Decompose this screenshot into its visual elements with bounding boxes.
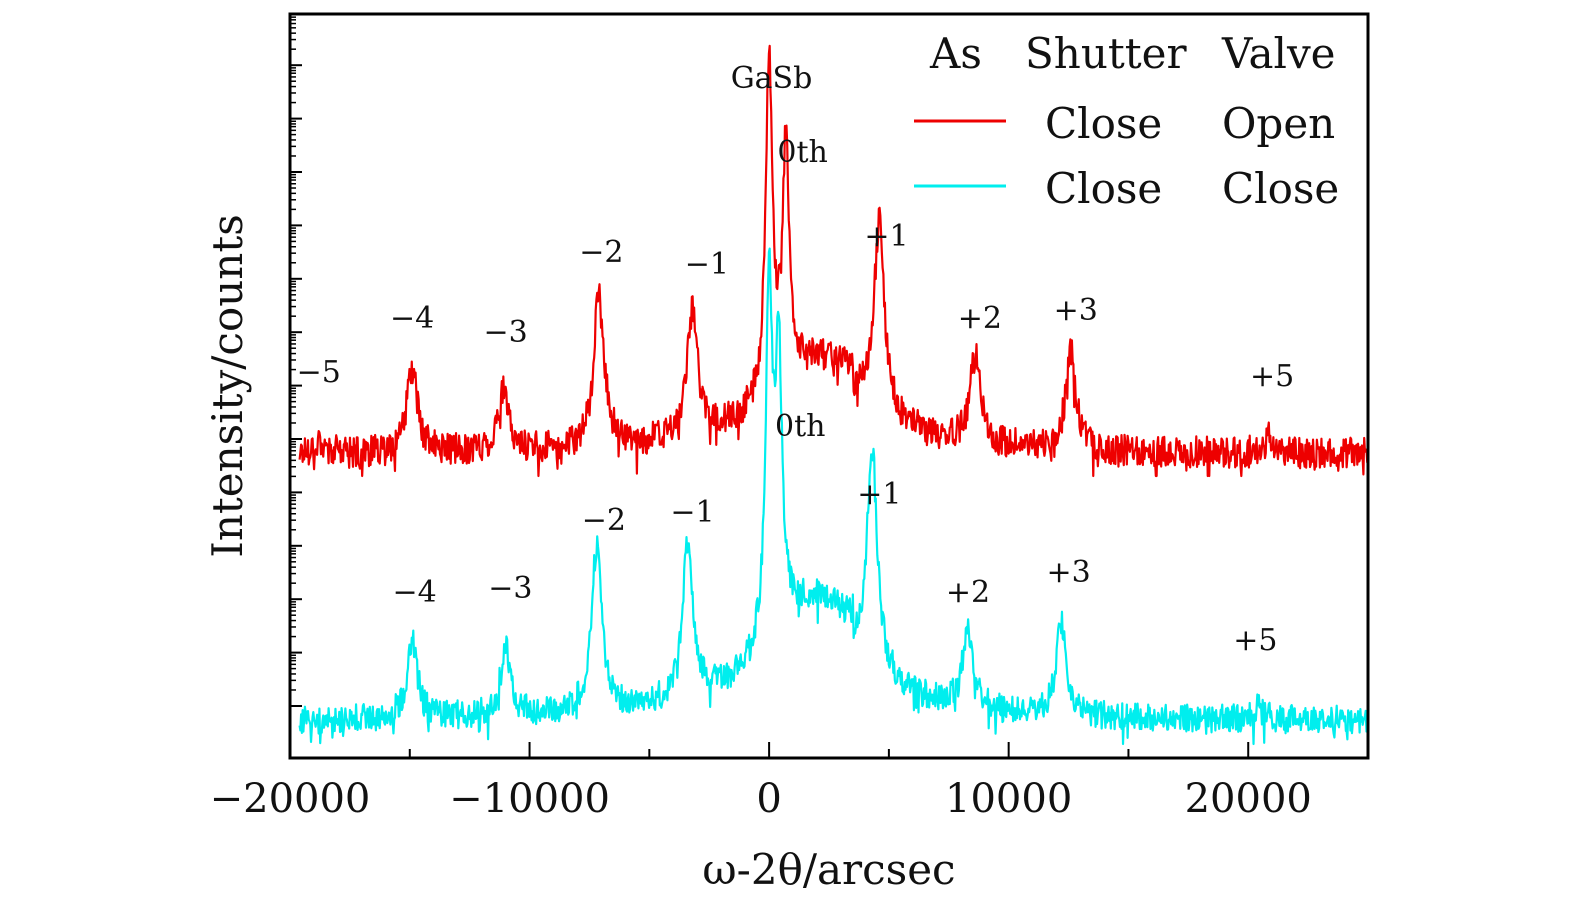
peak-label-cyan: +5 [1233, 623, 1277, 658]
legend-header-shutter: Shutter [1025, 29, 1187, 78]
peak-label-red: +3 [1054, 293, 1098, 328]
legend: As Shutter Valve Close Open Close Close [914, 29, 1339, 213]
legend-red-shutter: Close [1045, 99, 1162, 148]
peak-label-cyan: +3 [1046, 555, 1090, 590]
curves-layer [298, 44, 1370, 746]
series-line-cyan [298, 247, 1370, 746]
series-line-red [298, 44, 1370, 478]
legend-header-valve: Valve [1221, 29, 1336, 78]
x-tick-label: 0 [756, 776, 781, 822]
peak-label-cyan: +2 [946, 575, 990, 610]
legend-cyan-shutter: Close [1045, 164, 1162, 213]
x-tick-label: −10000 [449, 776, 610, 822]
peak-label-red: −4 [390, 301, 434, 336]
peak-label-red: −2 [579, 235, 623, 270]
peak-label-cyan: −3 [488, 571, 532, 606]
peak-label-red: +1 [864, 219, 908, 254]
legend-red-valve: Open [1222, 99, 1335, 148]
x-axis-title: ω-2θ/arcsec [702, 845, 955, 894]
peak-label-cyan: −1 [670, 495, 714, 530]
x-tick-label: 10000 [945, 776, 1072, 822]
peak-label-red: −3 [483, 315, 527, 350]
peak-label-cyan: +1 [857, 477, 901, 512]
peak-label-red: −1 [685, 247, 729, 282]
peak-label-red: +2 [958, 301, 1002, 336]
legend-cyan-valve: Close [1222, 164, 1339, 213]
peak-label-cyan: 0th [775, 409, 825, 444]
plot-frame [288, 12, 1370, 760]
peak-label-red: +5 [1250, 359, 1294, 394]
x-tick-label: 20000 [1185, 776, 1312, 822]
peak-label-red: 0th [777, 135, 827, 170]
peak-label-cyan: −2 [582, 503, 626, 538]
peak-labels-layer: −5 −4 −3 −2 −1 GaSb 0th +1 +2 +3 +5 −4 −3 −2 −1 0th +1 +2… [297, 61, 1295, 658]
ticks-layer [289, 16, 1369, 758]
peak-label-red: −5 [297, 355, 341, 390]
peak-label-red: GaSb [731, 61, 813, 96]
peak-label-cyan: −4 [392, 575, 436, 610]
x-tick-labels: −20000 −10000 0 10000 20000 [210, 776, 1312, 822]
y-axis-title: Intensity/counts [203, 214, 252, 558]
x-tick-label: −20000 [210, 776, 371, 822]
legend-header-as: As [929, 29, 982, 78]
